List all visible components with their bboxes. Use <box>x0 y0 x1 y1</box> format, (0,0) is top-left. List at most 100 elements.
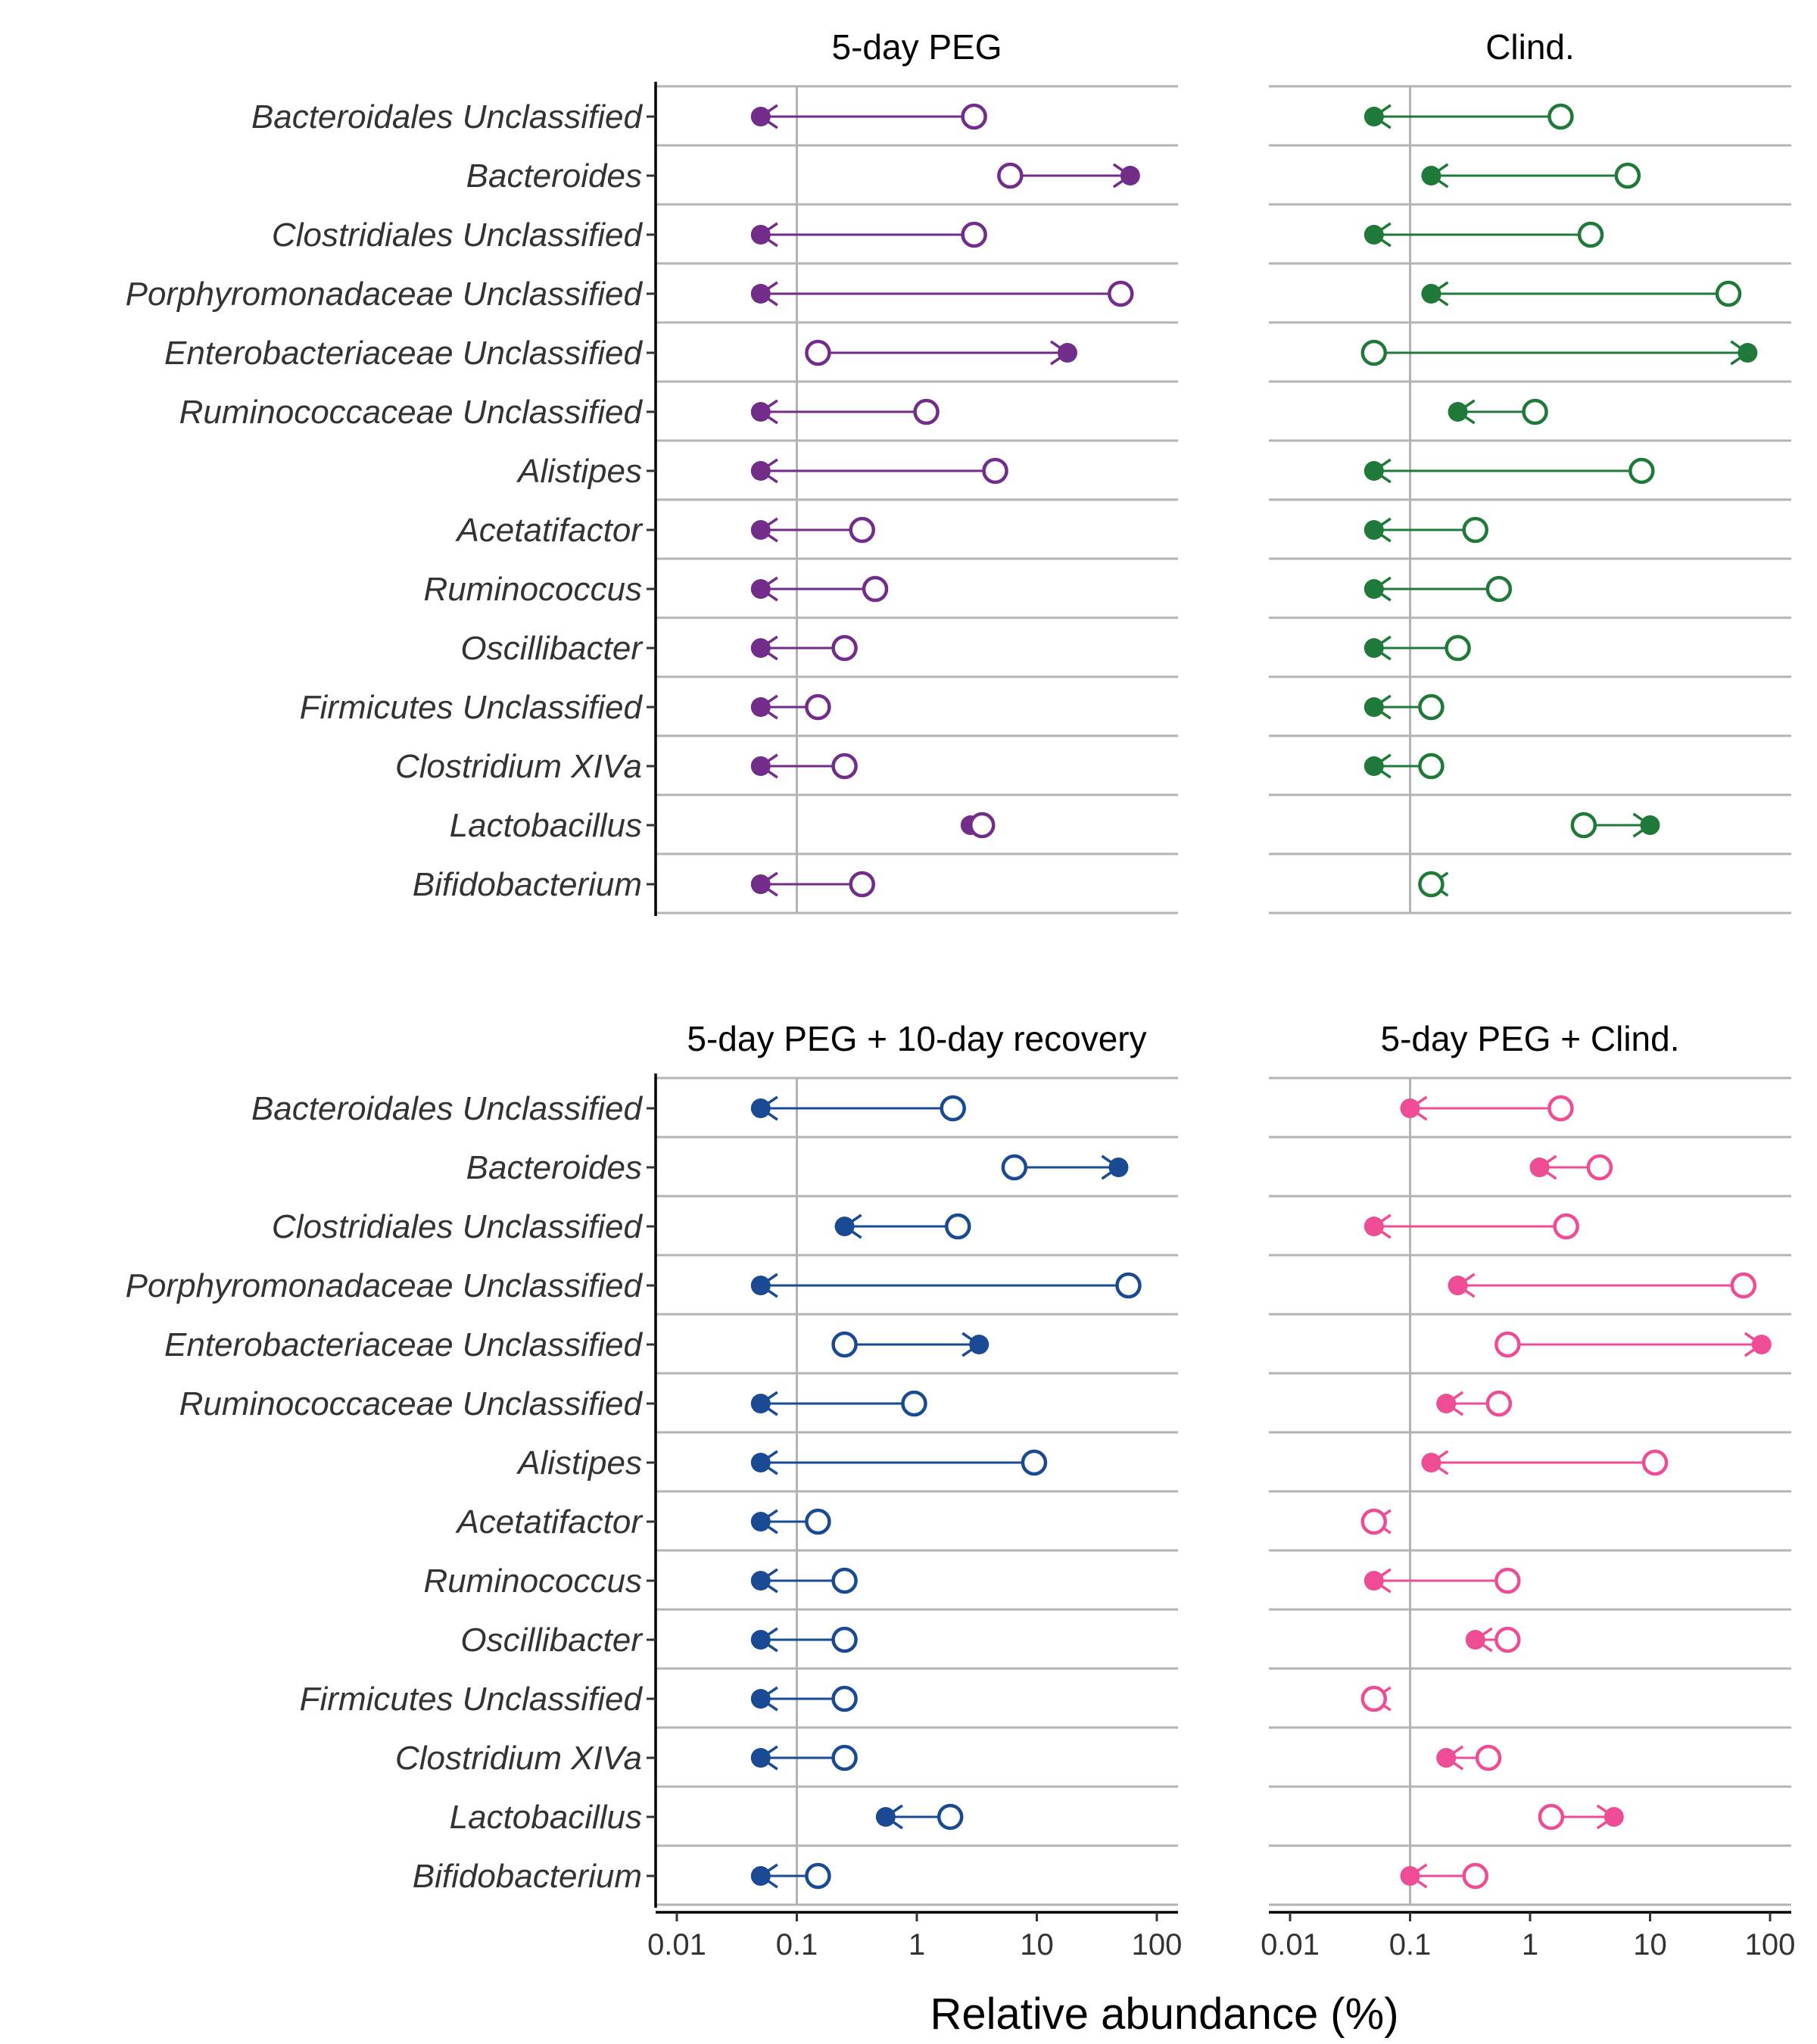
start-point <box>849 516 875 544</box>
start-point <box>1418 752 1445 780</box>
taxon-label: Bacteroidales Unclassified <box>251 1090 644 1127</box>
end-point <box>834 1217 855 1236</box>
start-point <box>1108 280 1134 307</box>
panel-title: Clind. <box>1485 27 1575 67</box>
start-point <box>1494 1567 1521 1594</box>
start-point <box>1570 812 1597 839</box>
taxon-label: Bacteroides <box>466 157 642 195</box>
start-point <box>1475 1744 1502 1771</box>
start-point <box>1494 1626 1521 1653</box>
start-point <box>1001 1154 1028 1181</box>
end-point <box>1108 1158 1129 1177</box>
panel-title: 5-day PEG + Clind. <box>1380 1019 1679 1058</box>
end-point <box>1364 697 1384 717</box>
end-point <box>750 1748 771 1768</box>
end-point <box>1448 1276 1468 1295</box>
panel-1: 5-day PEG Bacteroidales Unclassified Bacte… <box>126 27 1178 916</box>
x-tick-label: 1 <box>908 1928 925 1961</box>
start-point <box>961 103 987 130</box>
end-point <box>1364 1571 1384 1591</box>
x-tick-label: 10 <box>1633 1928 1667 1961</box>
start-point <box>1021 1449 1048 1476</box>
start-point <box>1462 516 1488 544</box>
end-point <box>1364 107 1384 126</box>
end-point <box>750 756 771 776</box>
end-point <box>750 107 771 126</box>
start-point <box>1522 398 1548 425</box>
end-point <box>1364 461 1384 481</box>
taxon-label: Lactobacillus <box>450 1799 642 1836</box>
x-tick-label: 0.1 <box>776 1928 818 1961</box>
start-point <box>901 1390 927 1417</box>
start-point <box>1418 693 1445 721</box>
taxon-label: Alistipes <box>516 1444 642 1482</box>
x-axis-title: Relative abundance (%) <box>930 1989 1398 2039</box>
taxon-label: Oscillibacter <box>460 630 644 667</box>
end-point <box>750 1276 771 1295</box>
start-point <box>913 398 940 425</box>
end-point <box>1057 343 1077 363</box>
panel-3: 5-day PEG + 10-day recovery Bacteroidales… <box>126 1019 1183 1961</box>
x-tick-label: 1 <box>1522 1928 1538 1961</box>
end-point <box>1738 343 1758 363</box>
start-point <box>831 1626 858 1653</box>
end-point <box>1364 520 1384 540</box>
start-point <box>1485 1390 1513 1417</box>
end-point <box>1120 166 1140 185</box>
x-tick-label: 0.01 <box>647 1928 706 1961</box>
start-point <box>937 1803 964 1831</box>
start-point <box>1547 103 1574 130</box>
start-point <box>831 1567 858 1594</box>
end-point <box>1436 1394 1457 1413</box>
taxon-label: Acetatifactor <box>454 512 644 549</box>
start-point <box>968 812 996 839</box>
x-tick-label: 10 <box>1020 1928 1054 1961</box>
start-point <box>1628 457 1655 485</box>
taxon-label: Bacteroides <box>466 1149 642 1186</box>
end-point <box>750 1394 771 1413</box>
start-point <box>805 1862 831 1890</box>
taxon-label: Ruminococcus <box>423 571 642 608</box>
end-point <box>1640 815 1660 835</box>
end-point <box>750 1630 771 1650</box>
taxon-label: Porphyromonadaceae Unclassified <box>126 1267 644 1304</box>
taxon-label: Ruminococcus <box>423 1563 642 1600</box>
end-point <box>1604 1807 1624 1827</box>
end-point <box>1364 225 1384 245</box>
end-point <box>1751 1335 1772 1354</box>
taxon-label: Clostridium XIVa <box>395 748 642 785</box>
taxon-label: Porphyromonadaceae Unclassified <box>126 276 644 313</box>
taxon-label: Clostridium XIVa <box>395 1740 642 1777</box>
start-point <box>997 162 1024 189</box>
start-point <box>831 752 858 780</box>
taxon-label: Bacteroidales Unclassified <box>251 98 644 136</box>
start-point <box>1360 339 1388 366</box>
start-point <box>805 1508 831 1535</box>
end-point <box>750 638 771 658</box>
end-point <box>750 461 771 481</box>
start-point <box>831 634 858 662</box>
end-point <box>750 697 771 717</box>
start-point <box>831 1331 858 1358</box>
panel-title: 5-day PEG <box>832 27 1002 67</box>
end-point <box>1400 1866 1420 1886</box>
start-point <box>1586 1154 1613 1181</box>
start-point <box>1730 1272 1757 1299</box>
start-point <box>945 1213 971 1240</box>
start-point <box>1462 1862 1488 1890</box>
start-point <box>1360 1685 1388 1712</box>
start-point <box>982 457 1008 485</box>
end-point <box>750 1571 771 1591</box>
taxon-label: Bifidobacterium <box>413 866 642 903</box>
taxon-label: Lactobacillus <box>450 807 642 844</box>
taxon-label: Ruminococcaceae Unclassified <box>179 1385 644 1422</box>
taxon-label: Ruminococcaceae Unclassified <box>179 394 644 431</box>
taxon-label: Bifidobacterium <box>413 1858 642 1895</box>
taxon-label: Firmicutes Unclassified <box>300 689 644 726</box>
start-point <box>1715 280 1742 307</box>
start-point <box>1577 221 1604 248</box>
x-tick-label: 0.1 <box>1389 1928 1432 1961</box>
taxon-label: Firmicutes Unclassified <box>300 1681 644 1718</box>
start-point <box>831 1744 858 1771</box>
x-tick-label: 0.01 <box>1261 1928 1320 1961</box>
